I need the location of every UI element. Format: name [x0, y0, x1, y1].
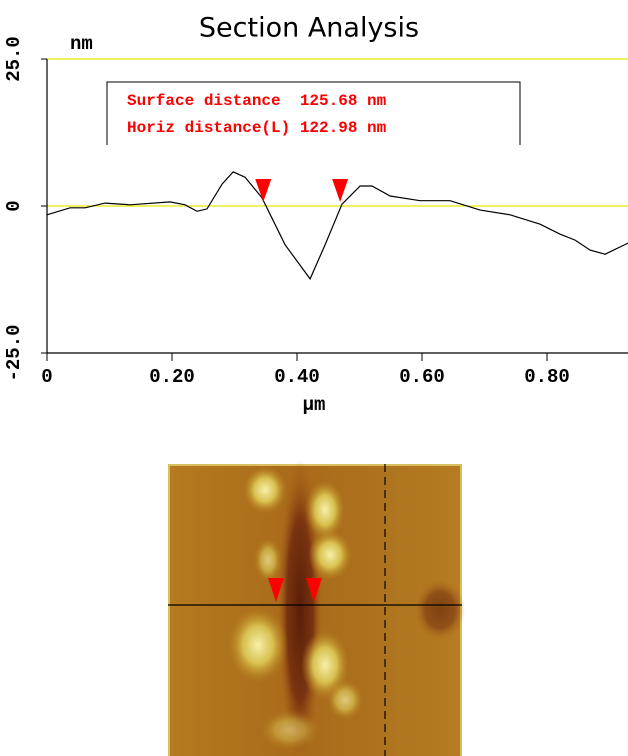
x-axis-label: μm	[303, 394, 326, 416]
profile-line	[46, 171, 628, 281]
x-tick-label: 0.80	[524, 366, 570, 388]
x-tick-label: 0.40	[274, 366, 320, 388]
annotation-box	[106, 81, 521, 145]
cursor-marker	[332, 179, 349, 202]
y-tick-label: 0	[3, 200, 25, 211]
chart-title: Section Analysis	[199, 13, 419, 44]
annotation: Horiz distance(L) 122.98 nm	[127, 119, 387, 137]
x-tick-label: 0.20	[149, 366, 195, 388]
x-tick-label: 0	[41, 366, 52, 388]
x-tick-label: 0.60	[399, 366, 445, 388]
y-tick-label: -25.0	[3, 324, 25, 381]
y-tick-label: 25.0	[3, 36, 25, 82]
afm-image	[168, 460, 465, 756]
y-unit: nm	[70, 33, 93, 55]
plot-area: 25.0 0 -25.0 0 0.20 0.40 0.60 0.80	[3, 36, 628, 388]
annotation: Surface distance 125.68 nm	[127, 92, 387, 110]
cursor-marker	[255, 179, 272, 202]
